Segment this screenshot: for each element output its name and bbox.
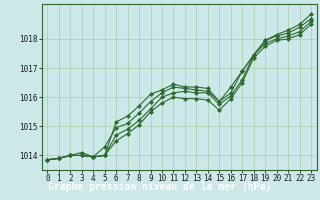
Text: Graphe pression niveau de la mer (hPa): Graphe pression niveau de la mer (hPa)	[48, 182, 272, 192]
